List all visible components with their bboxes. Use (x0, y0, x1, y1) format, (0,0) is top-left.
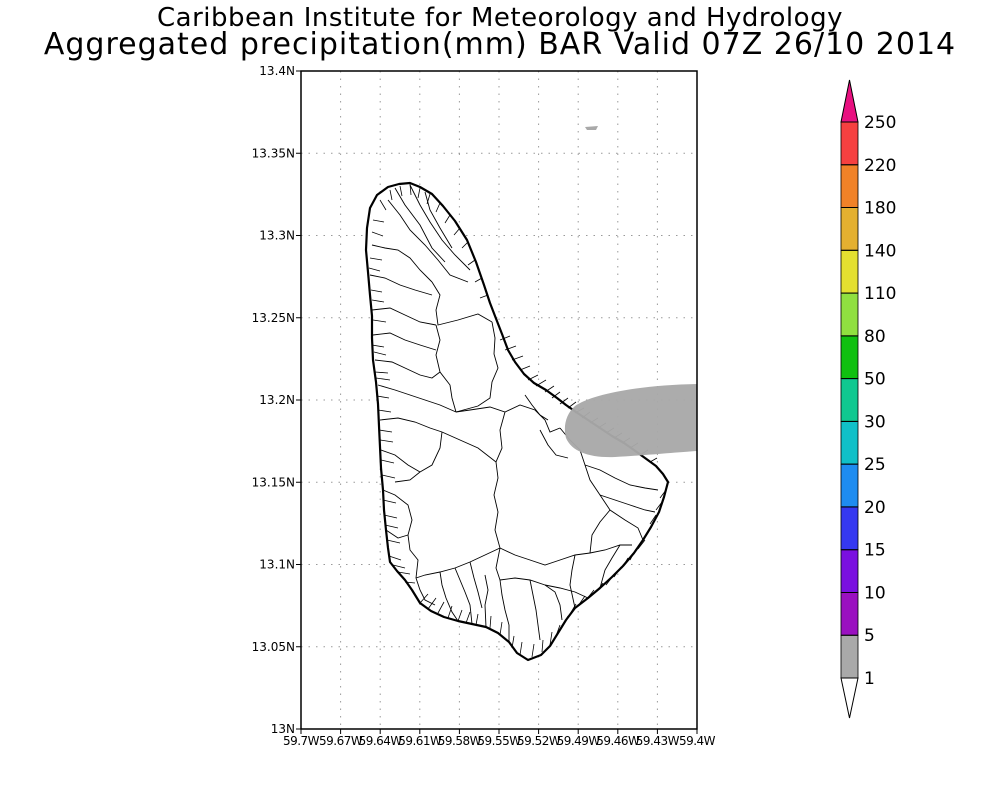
colorbar-label: 30 (864, 412, 886, 432)
colorbar-label: 180 (864, 199, 896, 219)
colorbar-label: 80 (864, 327, 886, 347)
x-tick-label: 59.64W (359, 734, 403, 748)
colorbar-label: 140 (864, 241, 896, 261)
colorbar-segment (840, 335, 859, 380)
y-tick-label: 13.3N (259, 229, 295, 243)
map-title: Aggregated precipitation(mm) BAR Valid 0… (43, 27, 957, 62)
colorbar-segment (840, 592, 859, 636)
colorbar-label: 15 (864, 541, 886, 561)
colorbar-segment (840, 549, 859, 593)
colorbar-segment (840, 420, 859, 465)
x-tick-label: 59.4W (679, 734, 716, 748)
x-tick-label: 59.58W (438, 734, 482, 748)
colorbar-upper-triangle (840, 79, 859, 123)
colorbar-segment (840, 378, 859, 422)
precip-area-shading (564, 384, 697, 458)
colorbar-segment (840, 207, 859, 251)
colorbar-label: 10 (864, 583, 886, 603)
colorbar-label: 220 (864, 156, 896, 176)
x-tick-label: 59.61W (398, 734, 442, 748)
y-tick-label: 13.4N (259, 64, 295, 78)
precip-speck (585, 126, 598, 130)
axis-ticks: 13N 13.05N 13.1N 13.15N 13.2N 13.25N 13.3N 13.3… (252, 64, 717, 748)
y-tick-label: 13.15N (252, 475, 295, 489)
colorbar-segment (840, 634, 859, 679)
colorbar-label: 5 (864, 626, 875, 646)
colorbar-label: 110 (864, 284, 896, 304)
institute-title: Caribbean Institute for Meteorology and … (157, 3, 843, 33)
colorbar-label: 1 (864, 669, 875, 689)
colorbar-label: 50 (864, 370, 886, 390)
colorbar-label: 25 (864, 455, 886, 475)
colorbar-segment (840, 249, 859, 294)
colorbar-segment (840, 463, 859, 508)
y-tick-label: 13N (271, 722, 295, 736)
x-tick-label: 59.52W (517, 734, 561, 748)
y-tick-label: 13.35N (252, 146, 295, 160)
y-tick-label: 13.1N (259, 558, 295, 572)
x-tick-label: 59.43W (636, 734, 680, 748)
x-tick-label: 59.67W (319, 734, 363, 748)
colorbar-segment (840, 121, 859, 166)
watershed-boundaries (369, 184, 659, 642)
x-tick-label: 59.7W (283, 734, 320, 748)
colorbar-segment (840, 506, 859, 551)
colorbar-segment (840, 292, 859, 337)
y-tick-label: 13.2N (259, 393, 295, 407)
colorbar-label: 20 (864, 498, 886, 518)
colorbar-label: 250 (864, 113, 896, 133)
x-tick-label: 59.55W (477, 734, 521, 748)
y-tick-label: 13.25N (252, 311, 295, 325)
colorbar-segment (840, 164, 859, 208)
x-tick-label: 59.49W (557, 734, 601, 748)
y-tick-label: 13.05N (252, 640, 295, 654)
colorbar-lower-triangle (840, 677, 859, 719)
x-tick-label: 59.46W (596, 734, 640, 748)
